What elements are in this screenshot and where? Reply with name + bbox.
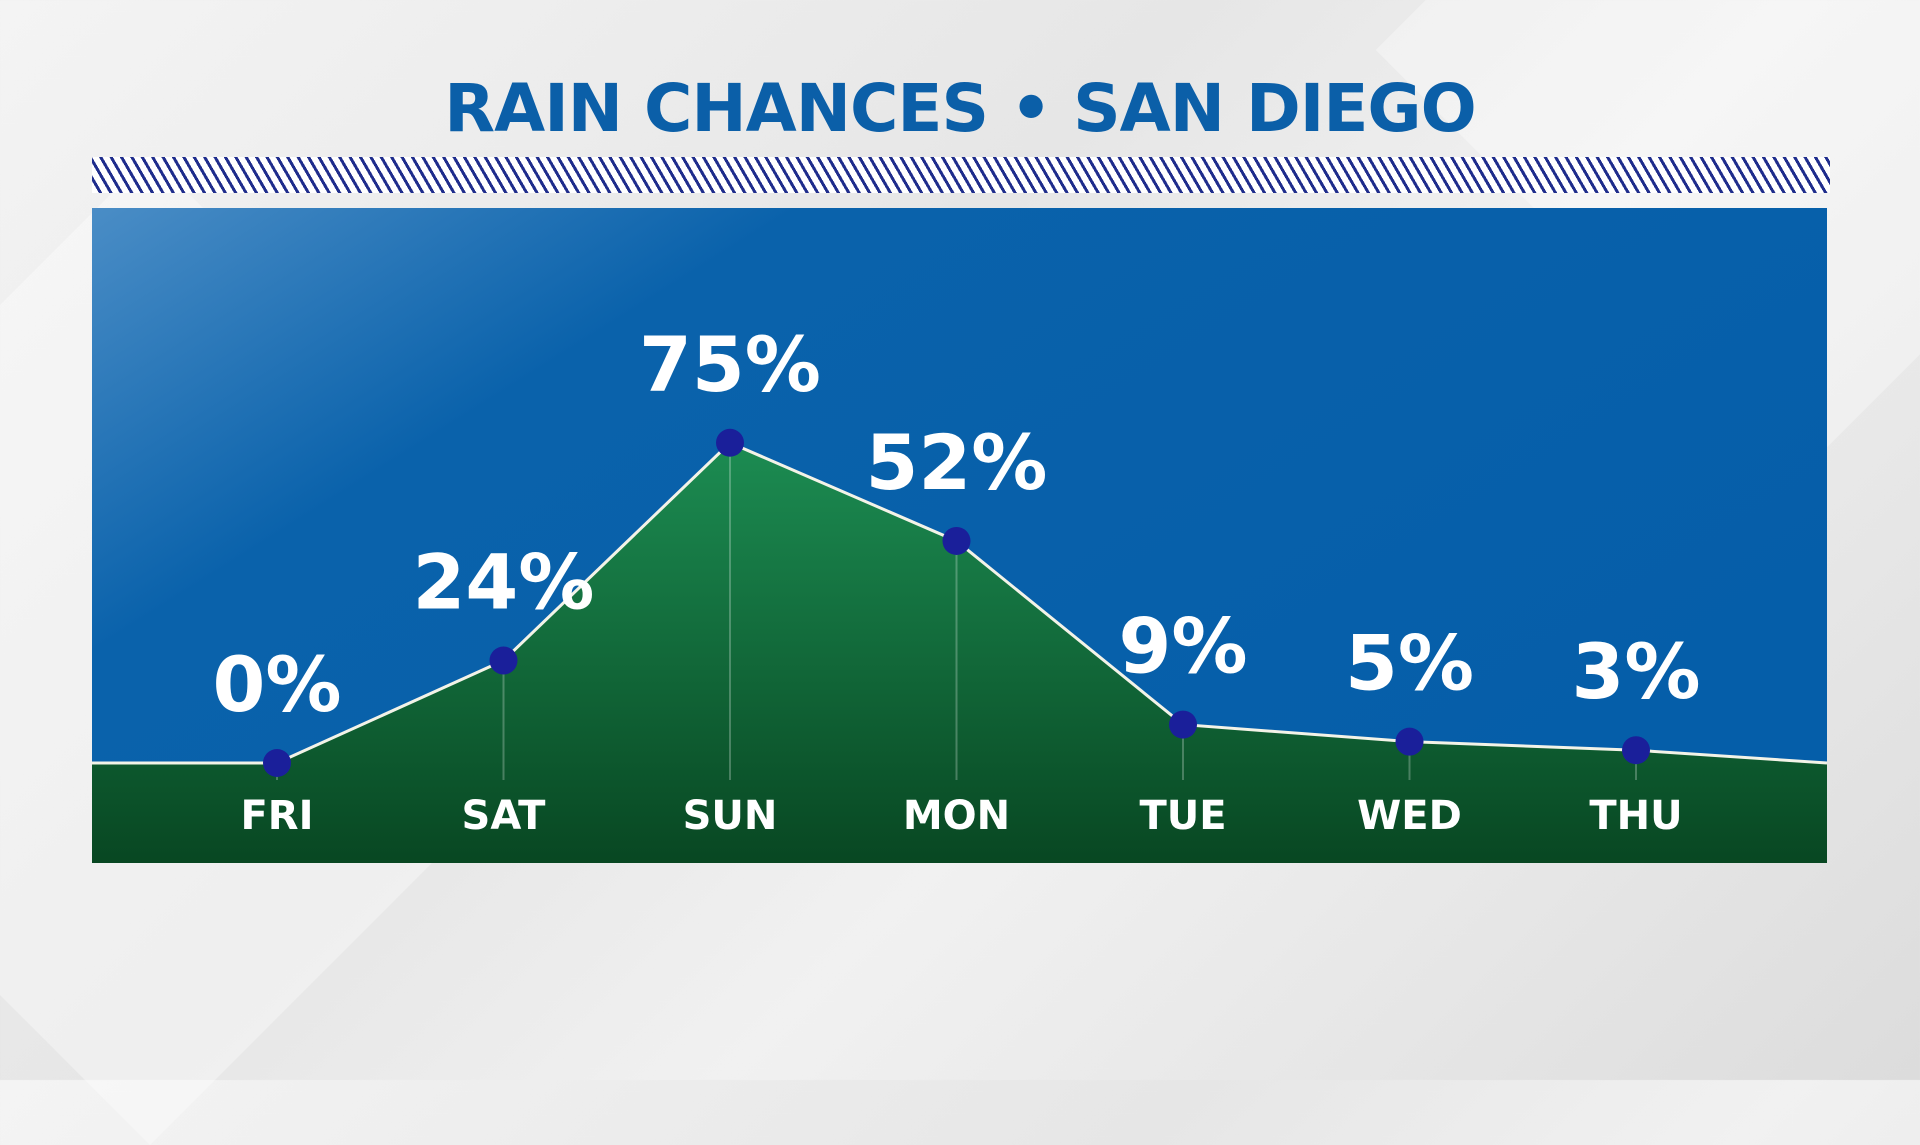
hatched-divider	[92, 157, 1830, 193]
value-label: 0%	[212, 640, 341, 729]
data-point	[716, 428, 744, 457]
rain-area	[92, 442, 1827, 863]
data-point	[1395, 727, 1424, 756]
value-label: 3%	[1571, 627, 1700, 716]
value-label: 52%	[866, 418, 1048, 507]
day-label: SAT	[462, 793, 547, 839]
data-point	[489, 646, 518, 675]
day-label: TUE	[1139, 793, 1226, 839]
value-label: 5%	[1345, 619, 1474, 708]
value-label: 24%	[413, 538, 595, 627]
day-label: WED	[1357, 793, 1462, 839]
value-label: 75%	[639, 320, 821, 409]
day-label: SUN	[683, 793, 778, 839]
day-label: THU	[1589, 793, 1682, 839]
data-point	[263, 749, 291, 777]
day-label: FRI	[240, 793, 313, 839]
value-label: 9%	[1118, 602, 1247, 691]
data-point	[1169, 710, 1197, 739]
rain-chance-chart: 0% 24% 75% 52% 9% 5% 3% FRI SAT SUN MON TUE WED THU	[92, 208, 1828, 863]
chart-title: RAIN CHANCES • SAN DIEGO	[444, 70, 1476, 147]
day-label: MON	[903, 793, 1010, 839]
data-point	[942, 526, 971, 555]
data-point	[1622, 736, 1650, 765]
